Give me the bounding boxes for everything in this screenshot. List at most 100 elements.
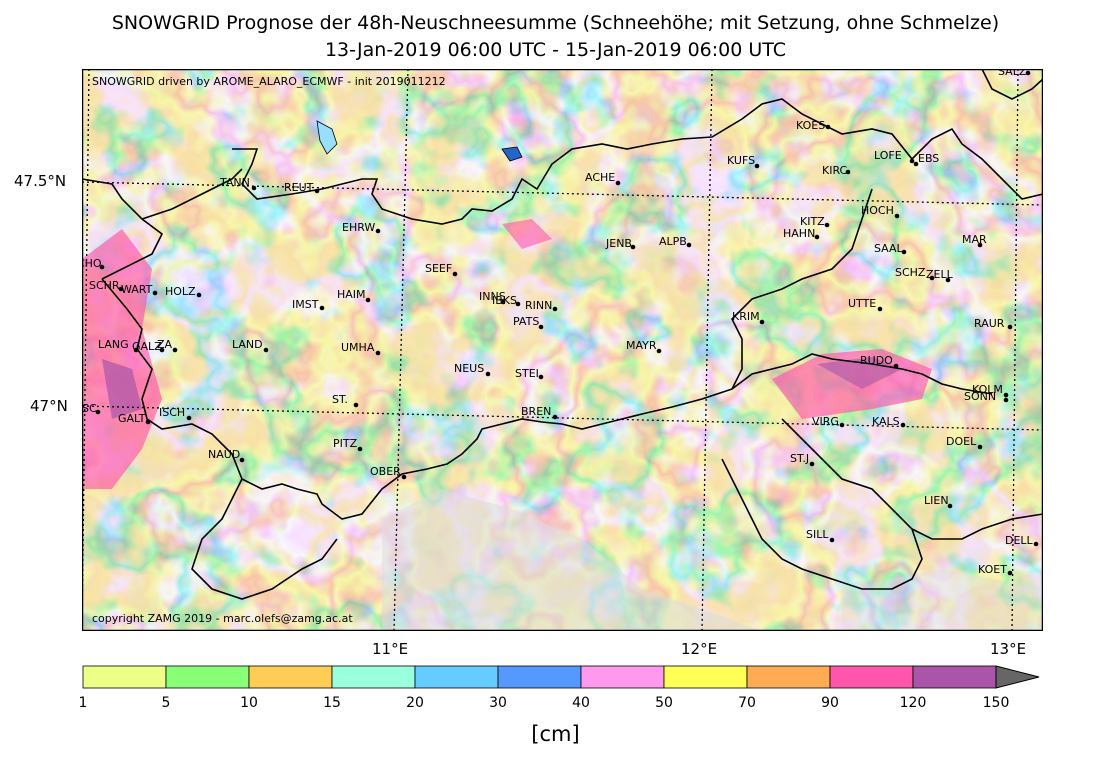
colorbar-segment	[414, 665, 499, 689]
colorbar-segment	[331, 665, 416, 689]
colorbar-tick-label: 1	[78, 695, 88, 711]
station-marker	[152, 290, 158, 296]
station-label: IMST	[292, 298, 319, 311]
snow-map: SALZ KOES KUFS KIRC LOFE EBS TANN REUT ACHE HOCH K…	[82, 69, 1043, 631]
station-marker	[947, 503, 953, 509]
station-label: KUFS	[727, 154, 755, 167]
station-marker	[159, 347, 165, 353]
station-marker	[552, 306, 558, 312]
station-label: SCHR	[89, 279, 120, 292]
colorbar-tick-label: 15	[323, 695, 341, 711]
station-marker	[929, 275, 935, 281]
station-label: SCHO	[82, 257, 102, 270]
station-label: ST.J	[790, 452, 809, 465]
station-label: KITZ	[800, 215, 825, 228]
station-marker	[913, 161, 919, 167]
station-marker	[375, 228, 381, 234]
lat-label-47: 47°N	[30, 397, 68, 415]
station-label: TANN	[219, 176, 250, 189]
station-label: EBS	[918, 152, 939, 165]
station-marker	[133, 347, 139, 353]
station-marker	[754, 163, 760, 169]
station-marker	[945, 277, 951, 283]
station-marker	[894, 213, 900, 219]
station-marker	[365, 297, 371, 303]
station-marker	[877, 306, 883, 312]
station-marker	[186, 415, 192, 421]
station-label: PATS	[513, 315, 539, 328]
colorbar-segment	[829, 665, 914, 689]
colorbar-unit: [cm]	[531, 722, 580, 746]
station-marker	[1007, 570, 1013, 576]
colorbar-tick-label: 20	[406, 695, 424, 711]
station-marker	[1003, 392, 1009, 398]
map-subtitle: 13-Jan-2019 06:00 UTC - 15-Jan-2019 06:0…	[324, 39, 787, 61]
station-marker	[1007, 324, 1013, 330]
station-label: ST.	[332, 393, 348, 406]
station-marker	[900, 422, 906, 428]
station-marker	[353, 402, 359, 408]
station-label: ACHE	[585, 171, 615, 184]
station-marker	[357, 446, 363, 452]
station-label: OBER	[370, 465, 401, 478]
station-label: INNS	[479, 290, 506, 303]
station-marker	[825, 124, 831, 130]
lat-label-47-5: 47.5°N	[14, 172, 67, 190]
station-marker	[977, 242, 983, 248]
colorbar-segment	[248, 665, 333, 689]
station-label: EHRW	[342, 221, 375, 234]
station-label: LOFE	[874, 149, 902, 162]
station-label: LANG	[98, 338, 129, 351]
station-label: HAIM	[337, 288, 366, 301]
station-label: LIEN	[924, 494, 949, 507]
station-label: BREN	[521, 405, 551, 418]
station-label: DOEL	[946, 435, 977, 448]
station-label: KOET	[978, 563, 1007, 576]
lon-label-12: 12°E	[681, 640, 718, 658]
station-label: KOLM	[972, 383, 1003, 396]
station-marker	[824, 222, 830, 228]
station-marker	[809, 461, 815, 467]
station-label: RAUR	[974, 317, 1005, 330]
station-label: NAUD	[208, 448, 240, 461]
station-marker	[145, 419, 151, 425]
station-label: ZA	[157, 338, 173, 351]
station-marker	[814, 234, 820, 240]
station-label: RINN	[525, 299, 552, 312]
colorbar-tick-label: 70	[738, 695, 756, 711]
station-marker	[630, 244, 636, 250]
station-marker	[829, 537, 835, 543]
station-marker	[1003, 397, 1009, 403]
station-marker	[552, 414, 558, 420]
station-label: PITZ	[333, 437, 358, 450]
station-marker	[251, 185, 257, 191]
colorbar-segment	[82, 665, 167, 689]
station-label: GALT	[118, 412, 146, 425]
colorbar-tick-label: 150	[982, 695, 1010, 711]
station-marker	[538, 374, 544, 380]
station-marker	[239, 457, 245, 463]
station-label: HAHN	[783, 227, 815, 240]
station-label: LAND	[232, 338, 263, 351]
station-label: ZELL	[926, 268, 954, 281]
station-marker	[452, 271, 458, 277]
station-label: KIRC	[822, 164, 848, 177]
station-marker	[901, 249, 907, 255]
station-marker	[172, 347, 178, 353]
station-label: SILL	[806, 528, 829, 541]
station-label: ISCH	[159, 406, 185, 419]
station-label: REUT	[284, 181, 314, 194]
station-label: ALPB	[659, 235, 687, 248]
model-info-label: SNOWGRID driven by AROME_ALARO_ECMWF - i…	[92, 75, 446, 88]
station-marker	[263, 347, 269, 353]
station-marker	[99, 264, 105, 270]
colorbar-segment	[497, 665, 582, 689]
station-label: MAYR	[626, 339, 657, 352]
station-label: KALS	[872, 415, 900, 428]
station-label: GASC	[82, 402, 97, 415]
lon-label-13: 13°E	[990, 640, 1027, 658]
station-label: WART	[121, 283, 153, 296]
borders	[82, 69, 1043, 600]
station-marker	[656, 348, 662, 354]
station-marker	[500, 299, 506, 305]
